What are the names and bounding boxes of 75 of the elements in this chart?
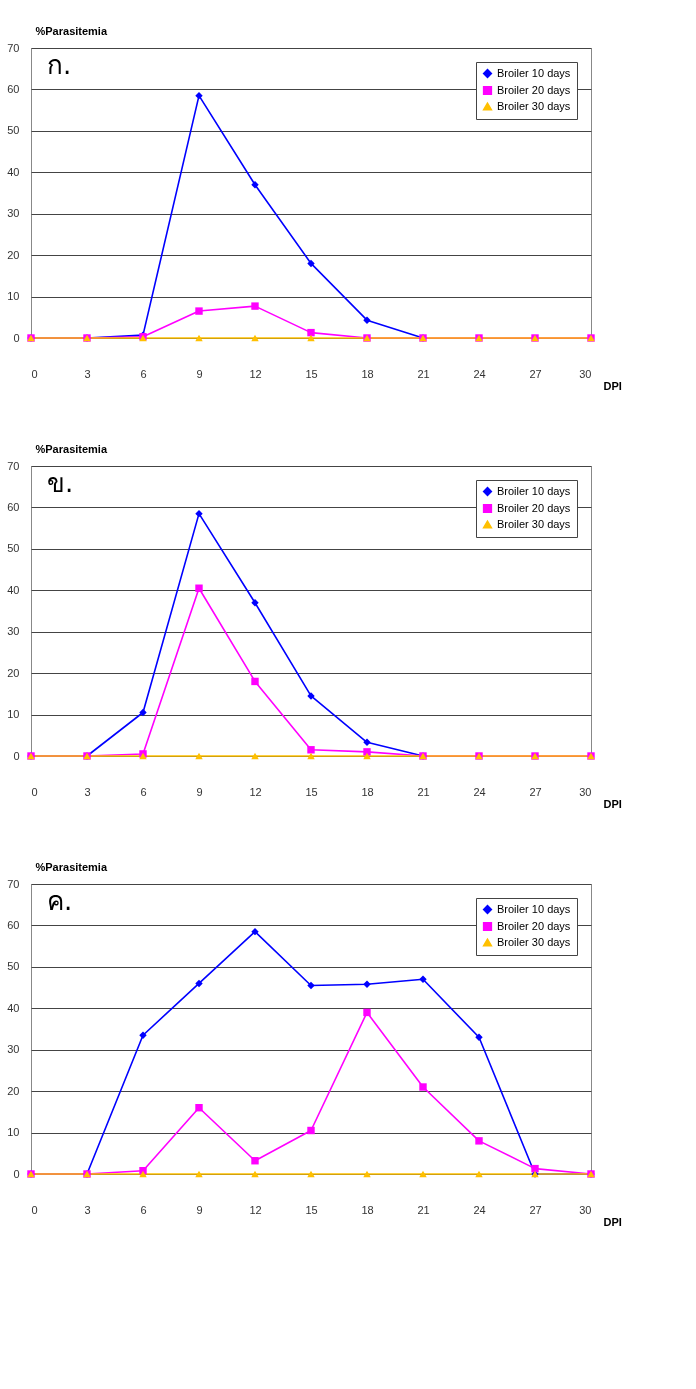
x-tick-label: 30 bbox=[579, 367, 592, 380]
legend-label: Broiler 10 days bbox=[497, 484, 571, 497]
x-tick-label: 12 bbox=[249, 1203, 262, 1216]
legend-label: Broiler 30 days bbox=[497, 935, 571, 948]
y-tick-label: 70 bbox=[7, 459, 20, 472]
y-tick-label: 0 bbox=[13, 749, 20, 762]
x-tick-label: 18 bbox=[361, 1203, 374, 1216]
x-tick-label: 12 bbox=[249, 785, 262, 798]
y-tick-label: 30 bbox=[7, 207, 20, 220]
legend-label: Broiler 20 days bbox=[497, 83, 571, 96]
y-tick-label: 10 bbox=[7, 708, 20, 721]
legend-label: Broiler 30 days bbox=[497, 517, 571, 530]
x-tick-label: 6 bbox=[140, 367, 147, 380]
x-tick-label: 3 bbox=[84, 1203, 91, 1216]
x-tick-label: 21 bbox=[417, 1203, 430, 1216]
x-tick-label: 3 bbox=[84, 785, 91, 798]
x-tick-label: 30 bbox=[579, 1203, 592, 1216]
x-tick-label: 15 bbox=[305, 785, 318, 798]
y-tick-label: 50 bbox=[7, 542, 20, 555]
y-tick-label: 40 bbox=[7, 165, 20, 178]
x-tick-label: 6 bbox=[140, 785, 147, 798]
y-tick-label: 20 bbox=[7, 666, 20, 679]
x-axis-title: DPI bbox=[603, 379, 622, 392]
y-tick-label: 20 bbox=[7, 248, 20, 261]
x-tick-label: 9 bbox=[196, 785, 203, 798]
y-tick-label: 70 bbox=[7, 877, 20, 890]
chart-title: ค. bbox=[47, 886, 73, 916]
legend-label: Broiler 30 days bbox=[497, 99, 571, 112]
x-tick-label: 9 bbox=[196, 1203, 203, 1216]
legend-label: Broiler 10 days bbox=[497, 66, 571, 79]
y-tick-label: 0 bbox=[13, 1167, 20, 1180]
y-tick-label: 60 bbox=[7, 82, 20, 95]
chart-title: ก. bbox=[47, 50, 72, 80]
x-tick-label: 24 bbox=[473, 785, 486, 798]
y-tick-label: 30 bbox=[7, 1043, 20, 1056]
chart-title: ข. bbox=[47, 468, 74, 498]
y-tick-label: 30 bbox=[7, 625, 20, 638]
y-tick-label: 10 bbox=[7, 1126, 20, 1139]
x-tick-label: 27 bbox=[529, 1203, 542, 1216]
x-tick-label: 3 bbox=[84, 367, 91, 380]
legend-label: Broiler 20 days bbox=[497, 919, 571, 932]
y-axis-title: %Parasitemia bbox=[35, 860, 108, 873]
y-tick-label: 60 bbox=[7, 500, 20, 513]
x-tick-label: 27 bbox=[529, 367, 542, 380]
x-tick-label: 15 bbox=[305, 1203, 318, 1216]
y-tick-label: 50 bbox=[7, 124, 20, 137]
y-tick-label: 70 bbox=[7, 41, 20, 54]
x-tick-label: 0 bbox=[31, 785, 38, 798]
x-tick-label: 21 bbox=[417, 785, 430, 798]
y-axis-title: %Parasitemia bbox=[35, 24, 108, 37]
x-tick-label: 0 bbox=[31, 1203, 38, 1216]
y-tick-label: 50 bbox=[7, 960, 20, 973]
x-tick-label: 27 bbox=[529, 785, 542, 798]
x-tick-label: 24 bbox=[473, 1203, 486, 1216]
x-axis-title: DPI bbox=[603, 797, 622, 810]
y-tick-label: 20 bbox=[7, 1084, 20, 1097]
x-tick-label: 18 bbox=[361, 785, 374, 798]
legend-label: Broiler 10 days bbox=[497, 902, 571, 915]
x-tick-label: 15 bbox=[305, 367, 318, 380]
x-tick-label: 21 bbox=[417, 367, 430, 380]
x-tick-label: 24 bbox=[473, 367, 486, 380]
x-tick-label: 30 bbox=[579, 785, 592, 798]
x-tick-label: 0 bbox=[31, 367, 38, 380]
x-tick-label: 9 bbox=[196, 367, 203, 380]
y-tick-label: 0 bbox=[13, 331, 20, 344]
x-tick-label: 6 bbox=[140, 1203, 147, 1216]
y-axis-title: %Parasitemia bbox=[35, 442, 108, 455]
y-tick-label: 40 bbox=[7, 1001, 20, 1014]
x-axis-title: DPI bbox=[603, 1215, 622, 1228]
x-tick-label: 12 bbox=[249, 367, 262, 380]
x-tick-label: 18 bbox=[361, 367, 374, 380]
y-tick-label: 40 bbox=[7, 583, 20, 596]
legend-label: Broiler 20 days bbox=[497, 501, 571, 514]
y-tick-label: 60 bbox=[7, 918, 20, 931]
y-tick-label: 10 bbox=[7, 290, 20, 303]
